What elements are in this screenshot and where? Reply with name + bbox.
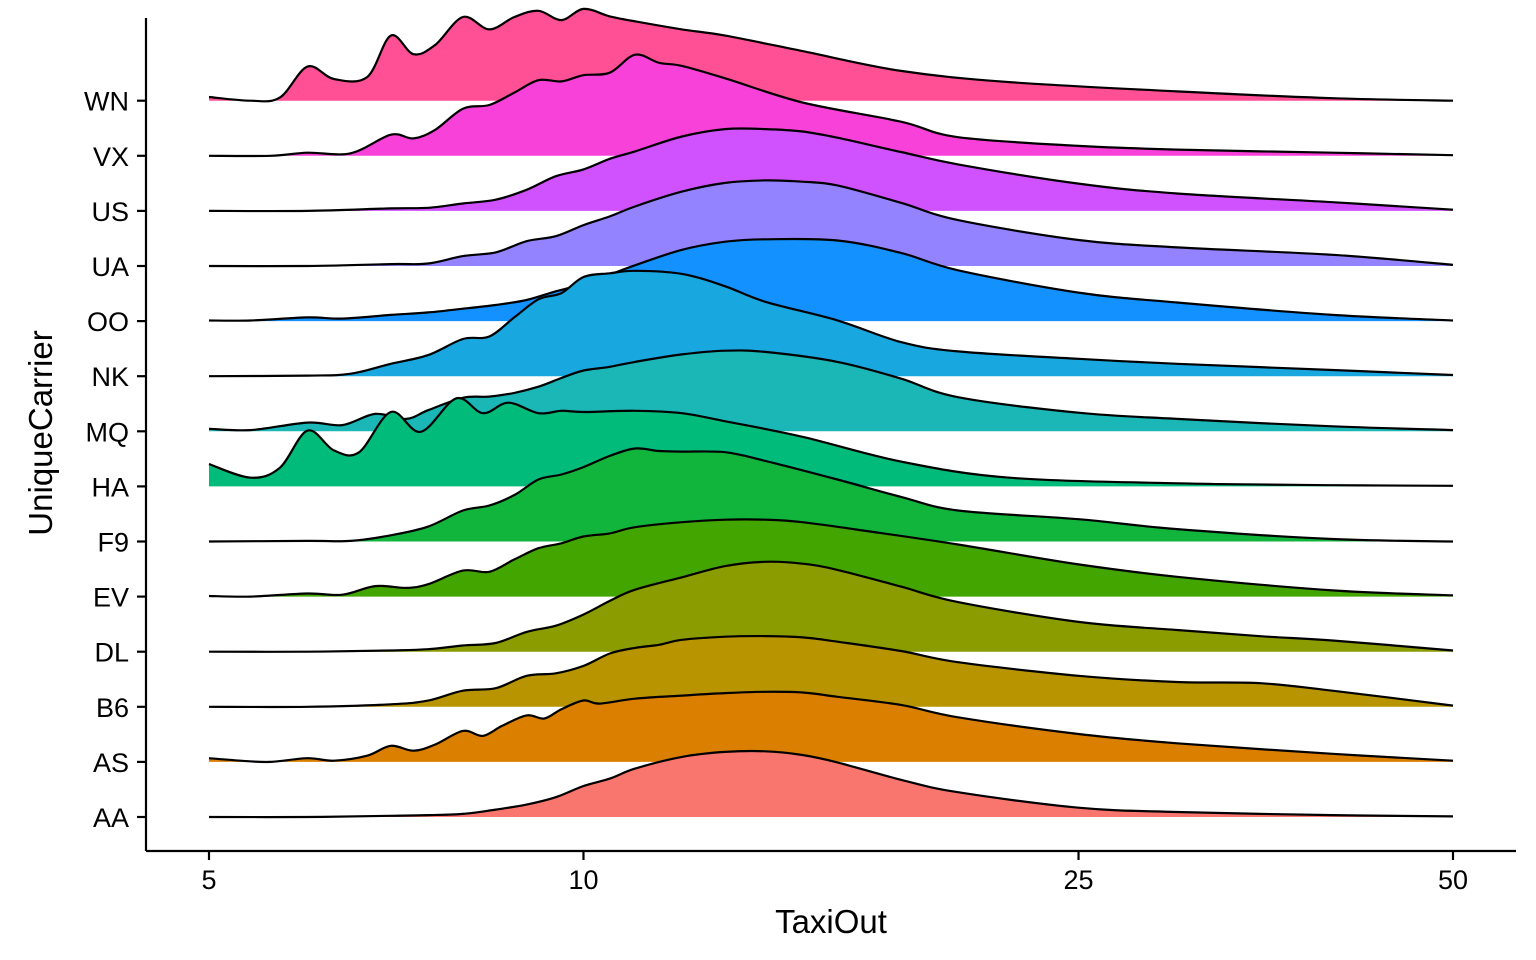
ridge-fill-nk: [209, 270, 1453, 377]
y-tick-label: MQ: [86, 417, 130, 447]
ridge-fill-dl: [209, 561, 1453, 652]
y-tick-label: US: [91, 197, 129, 227]
ridge-line-dl: [208, 560, 1454, 653]
y-tick-label: AA: [93, 803, 129, 833]
ridge-line-oo: [208, 237, 1454, 322]
ridge-fill-f9: [209, 448, 1453, 542]
y-tick-label: UA: [91, 252, 129, 282]
ridge-line-ua: [208, 179, 1454, 268]
ridge-line-ev: [208, 518, 1454, 598]
ridge-fill-ha: [209, 398, 1453, 487]
ridge-line-wn: [208, 7, 1454, 103]
ridge-fill-aa: [209, 751, 1453, 818]
y-tick-label: NK: [91, 362, 129, 392]
ridge-fill-b6: [209, 636, 1453, 707]
y-tick-label: HA: [91, 472, 129, 502]
y-tick-label: AS: [93, 748, 129, 778]
y-axis-title: UniqueCarrier: [22, 330, 59, 535]
y-tick-label: DL: [94, 638, 129, 668]
x-tick-label: 50: [1438, 865, 1468, 895]
y-tick-label: OO: [87, 307, 129, 337]
y-tick-label: VX: [93, 142, 129, 172]
y-tick-label: WN: [84, 87, 129, 117]
ridge-fill-ev: [209, 519, 1453, 597]
ridge-line-as: [208, 690, 1454, 764]
ridge-line-nk: [208, 269, 1454, 378]
y-tick-label: EV: [93, 583, 129, 613]
ridge-fill-vx: [209, 54, 1453, 157]
ridge-fill-ua: [209, 180, 1453, 267]
ridge-line-aa: [208, 749, 1454, 819]
y-tick-label: B6: [96, 693, 129, 723]
ridge-line-us: [208, 127, 1454, 213]
x-axis-title: TaxiOut: [775, 903, 887, 940]
ridge-fill-us: [209, 128, 1453, 212]
y-tick-label: F9: [97, 528, 129, 558]
x-axis-ticks: 5 10 25 50: [201, 851, 1468, 895]
ridge-line-ha: [208, 397, 1454, 487]
ridge-line-mq: [208, 349, 1454, 432]
y-axis-ticks: AA AS B6 DL EV F9 HA MQ NK OO UA US VX WN: [84, 87, 146, 833]
ridges-group: [208, 7, 1454, 819]
x-tick-label: 10: [568, 865, 598, 895]
ridge-line-vx: [208, 53, 1454, 158]
x-tick-label: 25: [1063, 865, 1093, 895]
ridge-fill-wn: [209, 8, 1453, 102]
ridge-fill-as: [209, 691, 1453, 762]
x-tick-label: 5: [201, 865, 216, 895]
ridge-line-f9: [208, 447, 1454, 543]
ridge-line-b6: [208, 634, 1454, 709]
